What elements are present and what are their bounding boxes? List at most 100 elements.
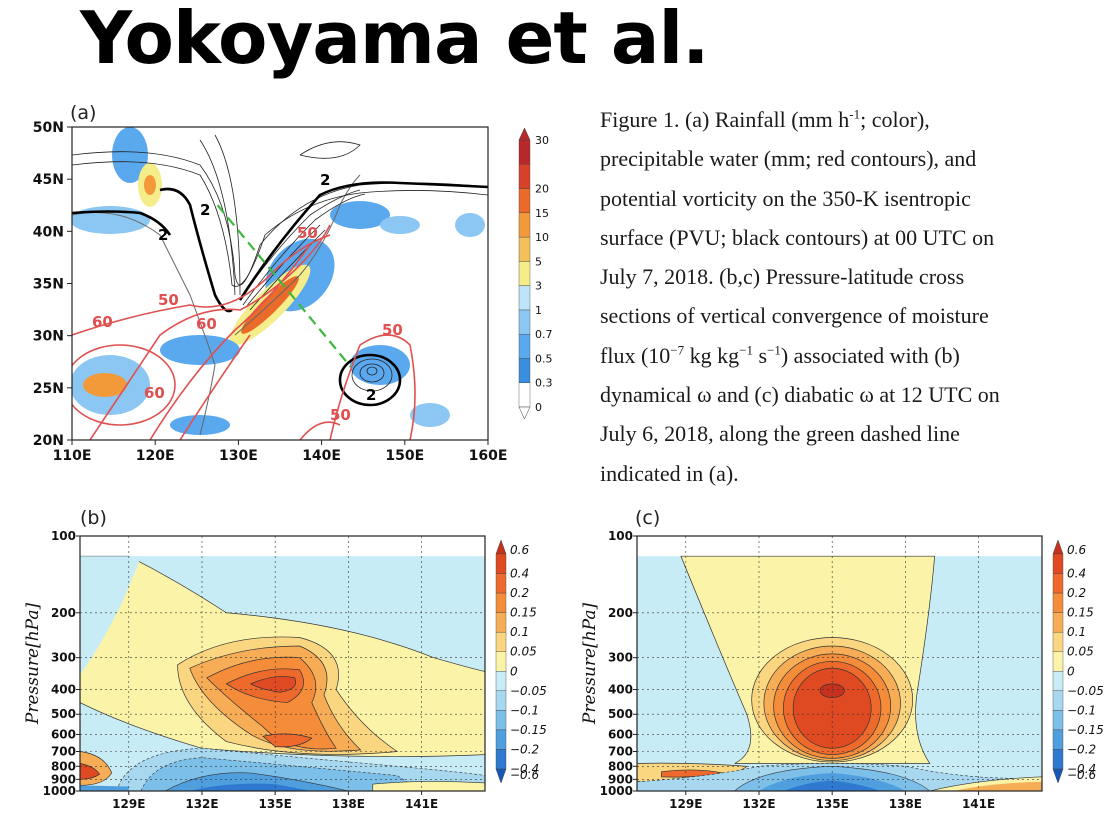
x-tick-label: 138E (889, 797, 922, 811)
colorbar-label: −0.05 (1067, 684, 1104, 698)
colorbar-swatch (518, 382, 531, 408)
cross-section-c-svg: (c) 129E 132E 135E 138E 141E 100 200 300 400 500 6… (580, 507, 1104, 811)
y-tick-label: 500 (608, 707, 633, 721)
y-tick-label: 100 (51, 529, 76, 543)
y-tick-label: 200 (51, 606, 76, 620)
y-tick-label: 40N (33, 224, 64, 240)
caption-line-6: sections of vertical convergence of mois… (600, 303, 989, 329)
y-tick-label: 700 (608, 745, 633, 759)
paper-title: Yokoyama et al. (80, 0, 710, 80)
colorbar-swatch (495, 592, 507, 613)
x-tick-label: 120E (136, 448, 175, 464)
x-tick-label: 135E (259, 797, 292, 811)
colorbar-swatch (1052, 690, 1064, 711)
colorbar-label: 0.1 (1067, 625, 1086, 639)
colorbar-label: −0.6 (510, 768, 540, 782)
colorbar-label: 0.05 (1067, 645, 1094, 659)
y-tick-label: 35N (33, 277, 64, 293)
colorbar-swatch (1052, 592, 1064, 613)
colorbar-swatch (518, 236, 531, 262)
colorbar-label: 0 (535, 401, 542, 414)
y-tick-label: 1000 (43, 784, 76, 798)
cross-section-field (80, 536, 485, 791)
x-tick-label: 140E (302, 448, 341, 464)
panel-c-cross-section: (c) 129E 132E 135E 138E 141E 100 200 300 400 500 6… (557, 500, 1117, 820)
panel-a-label: (a) (70, 102, 96, 124)
caption-line-10: indicated in (a). (600, 460, 739, 486)
colorbar-swatch (518, 261, 531, 286)
x-tick-label: 160E (469, 448, 508, 464)
colorbar-label: 3 (535, 280, 542, 293)
colorbar-bottom-arrow (495, 768, 507, 784)
colorbar-swatch (1052, 651, 1064, 672)
y-tick-label: 800 (608, 759, 633, 773)
caption-line-9: July 6, 2018, along the green dashed lin… (600, 421, 960, 447)
colorbar-swatch (1052, 553, 1064, 574)
colorbar-label: 0.6 (510, 543, 529, 557)
pv-contour-label: 2 (366, 386, 376, 404)
colorbar-label: −0.1 (510, 703, 539, 717)
omega-colorbar: 0.6 0.4 0.2 0.15 0.1 0.05 0 −0.05 −0.1 −0.15 −0.2 −… (495, 539, 547, 784)
x-tick-label: 129E (669, 797, 702, 811)
y-tick-label: 20N (33, 433, 64, 449)
pv-contour-label: 2 (200, 201, 210, 219)
colorbar-label: −0.15 (510, 723, 547, 737)
colorbar-swatch (1052, 612, 1064, 633)
colorbar-swatch (1052, 573, 1064, 594)
pw-contour-label: 60 (92, 313, 113, 331)
contour-labels: 2 2 2 2 50 50 50 50 60 60 60 (92, 171, 403, 424)
caption-line-2: precipitable water (mm; red contours), a… (600, 146, 977, 172)
colorbar-swatch (495, 690, 507, 711)
colorbar-swatch (1052, 671, 1064, 692)
colorbar-swatch (495, 749, 507, 770)
colorbar-label: 0.15 (1067, 606, 1094, 620)
pw-contour-label: 50 (297, 224, 318, 242)
map-x-ticks: 110E 120E 130E 140E 150E 160E (53, 440, 508, 464)
map-field (72, 127, 488, 440)
colorbar-swatch (495, 671, 507, 692)
colorbar-label: 0.2 (510, 586, 529, 600)
colorbar-swatch (1052, 729, 1064, 750)
y-tick-label: 700 (51, 745, 76, 759)
colorbar-label: 0.4 (510, 567, 529, 581)
colorbar-label: 0 (510, 664, 518, 678)
colorbar-swatch (518, 309, 531, 335)
cross-section-b-svg: (b) 129E 132E 135E 138E 141E 100 200 300 400 500 6… (23, 507, 547, 811)
caption-line-3: potential vorticity on the 350-K isentro… (600, 185, 971, 211)
colorbar-swatch (495, 729, 507, 750)
x-tick-label: 135E (816, 797, 849, 811)
y-tick-label: 900 (51, 772, 76, 786)
y-tick-label: 900 (608, 772, 633, 786)
colorbar-label: 10 (535, 231, 549, 244)
caption-line-1: Figure 1. (a) Rainfall (mm h-1; color), (600, 106, 930, 132)
panel-b-label: (b) (80, 507, 107, 529)
colorbar-label: 30 (535, 134, 549, 147)
colorbar-label: 0.05 (510, 645, 537, 659)
colorbar-label: 20 (535, 183, 549, 196)
plot-frame (79, 535, 486, 792)
colorbar-top-arrow (495, 539, 507, 555)
colorbar-swatch (495, 710, 507, 731)
y-tick-label: 400 (51, 683, 76, 697)
x-tick-label: 138E (332, 797, 365, 811)
map-y-ticks: 20N 25N 30N 35N 40N 45N 50N (33, 120, 72, 449)
y-tick-label: 25N (33, 381, 64, 397)
colorbar-swatch (1052, 710, 1064, 731)
y-tick-label: 50N (33, 120, 64, 136)
y-tick-label: 1000 (600, 784, 633, 798)
y-axis-label: Pressure[hPa] (23, 603, 43, 726)
x-tick-label: 132E (185, 797, 218, 811)
pv-contour-label: 2 (320, 171, 330, 189)
pv-contour-label: 2 (158, 226, 168, 244)
colorbar-swatch (518, 188, 531, 214)
y-tick-label: 800 (51, 759, 76, 773)
colorbar-label: −0.1 (1067, 703, 1096, 717)
y-tick-label: 400 (608, 683, 633, 697)
colorbar-label: −0.2 (510, 742, 539, 756)
pw-contour-label: 50 (330, 406, 351, 424)
coastline (72, 212, 216, 436)
x-tick-label: 110E (53, 448, 92, 464)
y-axis-label: Pressure[hPa] (580, 603, 600, 726)
